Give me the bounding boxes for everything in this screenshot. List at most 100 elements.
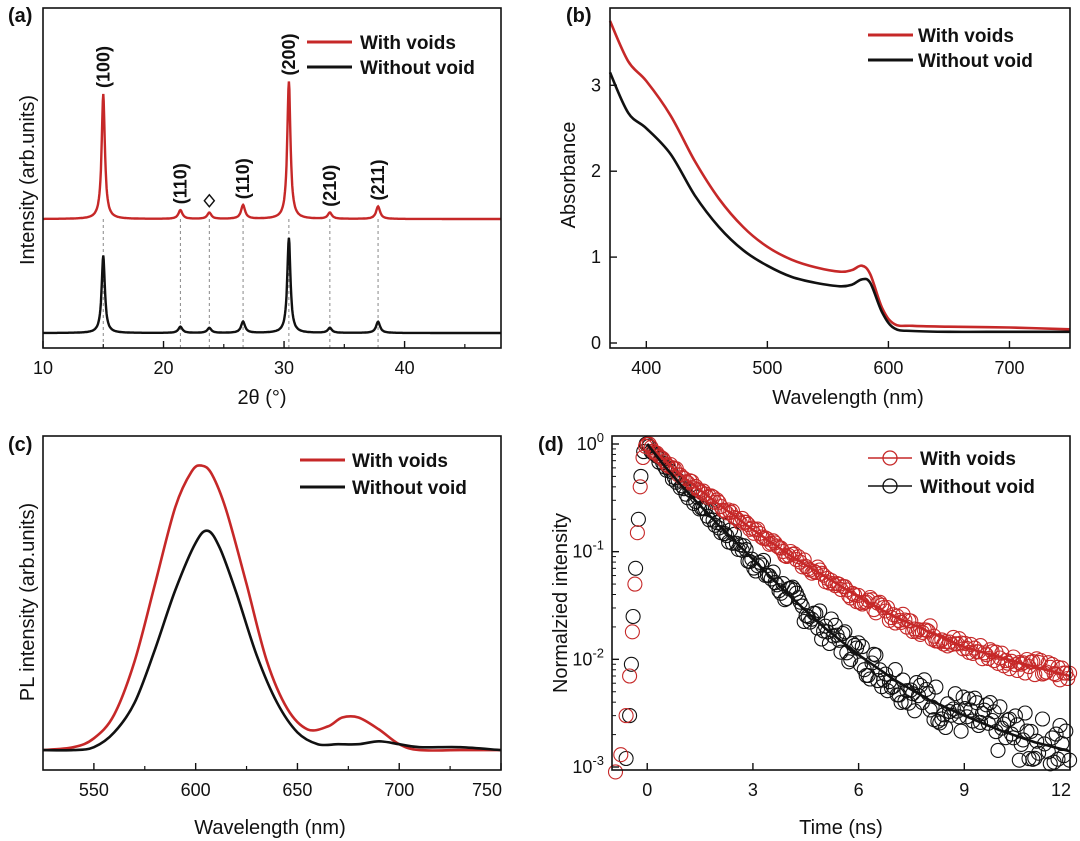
panel-d-point-with-voids-11 (641, 436, 657, 452)
panel-d-point-with-voids-2 (618, 708, 634, 724)
panel-d-point-with-voids-101 (816, 567, 832, 583)
panel-d-point-without-void-85 (786, 582, 803, 598)
panel-d-point-without-void-2 (623, 656, 639, 672)
panel-d-legend-without-void: Without void (920, 477, 1035, 498)
panel-b-line-with-voids (608, 20, 1071, 331)
panel-d-point-without-void-171 (953, 723, 969, 739)
panel-d-point-with-voids-4 (624, 624, 640, 640)
panel-d-point-without-void-212 (1034, 711, 1051, 727)
panel-d-xtick-label-3: 9 (959, 780, 969, 800)
panel-d-point-without-void-1 (622, 708, 638, 724)
panel-d-point-without-void-6 (633, 468, 649, 484)
panel-d-frame (611, 435, 1071, 771)
panel-a-peak-label-4: (200) (279, 33, 299, 75)
panel-a-diamond-marker (203, 193, 216, 208)
panel-a-letter: (a) (8, 5, 32, 27)
panel-c-xtick-label-0: 550 (79, 780, 109, 800)
panel-d-point-with-voids-16 (651, 448, 667, 464)
panel-d-point-with-voids-124 (860, 592, 876, 608)
panel-d-point-without-void-175 (961, 691, 977, 707)
panel-d-fit-with-voids (646, 443, 1071, 678)
panel-d-xtick-label-4: 12 (1051, 780, 1071, 800)
panel-d-point-without-void-199 (1007, 708, 1023, 724)
panel-a-peak-label-0: (100) (93, 46, 113, 88)
panel-c-line-with-voids (42, 464, 501, 752)
panel-a-legend-with-voids: With voids (360, 33, 456, 54)
panel-d-point-with-voids-143 (897, 612, 913, 628)
panel-d-point-with-voids-215 (1036, 665, 1053, 681)
panel-d-point-without-void-160 (932, 715, 948, 731)
panel-b-xtick-label-1: 500 (752, 358, 782, 378)
panel-d-point-with-voids-3 (622, 668, 638, 684)
panel-c-frame (42, 435, 502, 771)
panel-d-point-with-voids-166 (941, 634, 958, 650)
panel-a-peak-label-5: (210) (320, 165, 340, 207)
panel-d-point-without-void-218 (1048, 726, 1064, 742)
panel-d-point-with-voids-161 (932, 634, 948, 650)
panel-d-point-without-void-205 (1019, 723, 1035, 739)
panel-d-point-without-void-216 (1044, 730, 1060, 746)
panel-d-point-without-void-90 (796, 613, 812, 630)
panel-b-series (608, 20, 1071, 334)
panel-a-line-without-void (43, 237, 501, 335)
panel-c-series (42, 464, 502, 752)
panel-d-point-without-void-129 (872, 662, 888, 678)
panel-d-xtick-label-1: 3 (748, 780, 758, 800)
panel-d-xtick-label-0: 0 (642, 780, 652, 800)
panel-d-point-without-void-211 (1031, 745, 1047, 761)
panel-d-point-without-void-168 (947, 686, 963, 702)
panel-b-ytick-label-0: 0 (591, 333, 601, 353)
panel-d-point-without-void-209 (1027, 750, 1043, 766)
panel-d-point-with-voids-209 (1025, 653, 1041, 670)
panel-d-ytick-label-1: 10-1 (572, 538, 604, 562)
panel-d-legend-marker-with-voids (882, 450, 898, 466)
panel-d-point-without-void-4 (628, 560, 644, 576)
panel-d-point-with-voids-15 (649, 445, 665, 461)
panel-b-legend-with-voids: With voids (918, 26, 1014, 47)
panel-d-point-with-voids-53 (723, 504, 739, 520)
panel-a-xtick-label-1: 20 (154, 358, 174, 378)
panel-a-x-title: 2θ (°) (237, 387, 286, 409)
panel-c-legend-with-voids: With voids (352, 451, 448, 472)
panel-d-point-without-void-223 (1058, 723, 1074, 739)
panel-d-point-without-void-120 (854, 639, 870, 655)
panel-c-legend-without-void: Without void (352, 478, 467, 499)
panel-d-point-without-void-195 (1000, 712, 1016, 728)
panel-d-point-without-void-188 (986, 704, 1002, 720)
panel-c-x-ticks: 550 600 650 700 750 (79, 763, 502, 800)
panel-d-point-without-void-118 (850, 635, 866, 651)
panel-a-legend-without-void: Without void (360, 58, 475, 79)
panel-a-frame (42, 7, 502, 349)
panel-c-xtick-label-2: 650 (282, 780, 312, 800)
panel-b-ytick-label-1: 1 (591, 247, 601, 267)
panel-b-letter: (b) (566, 5, 592, 27)
panel-d-point-with-voids-0 (607, 764, 624, 780)
panel-d-point-with-voids-1 (613, 747, 629, 763)
panel-d-ytick-label-2: 10-2 (572, 645, 604, 669)
panel-d-point-without-void-191 (992, 699, 1008, 715)
panel-d-point-without-void-88 (792, 594, 808, 610)
panel-d-point-without-void-69 (755, 552, 772, 568)
panel-c-x-title: Wavelength (nm) (194, 817, 346, 839)
panel-d-point-without-void-163 (938, 719, 954, 736)
panel-d-point-without-void-207 (1023, 723, 1039, 739)
panel-d-ytick-label-0: 100 (577, 430, 604, 454)
panel-a-x-ticks: 10 20 30 40 (33, 341, 466, 378)
panel-d-y-ticks: 100 10-1 10-2 10-3 (572, 430, 619, 777)
panel-d-point-with-voids-154 (918, 622, 934, 638)
panel-b-legend-without-void: Without void (918, 51, 1033, 72)
panel-b-xtick-label-3: 700 (994, 358, 1024, 378)
panel-d-point-with-voids-54 (724, 503, 741, 519)
panel-d-point-without-void-137 (887, 662, 903, 678)
panel-d-point-without-void-190 (990, 742, 1006, 758)
panel-d-point-without-void-152 (916, 672, 932, 688)
panel-d-y-title: Normalzied intensity (550, 513, 572, 693)
panel-d-point-with-voids-106 (825, 576, 841, 592)
panel-d: (d) 0 3 6 9 12 100 10-1 10-2 10-3 Time (ns) Nor… (538, 430, 1078, 839)
panel-d-point-with-voids-76 (767, 535, 783, 551)
panel-d-point-with-voids-5 (627, 576, 643, 592)
panel-d-point-without-void-145 (903, 682, 919, 698)
panel-d-point-without-void-3 (625, 608, 641, 625)
panel-d-ytick-label-3: 10-3 (572, 753, 604, 777)
panel-a-series (43, 81, 501, 335)
